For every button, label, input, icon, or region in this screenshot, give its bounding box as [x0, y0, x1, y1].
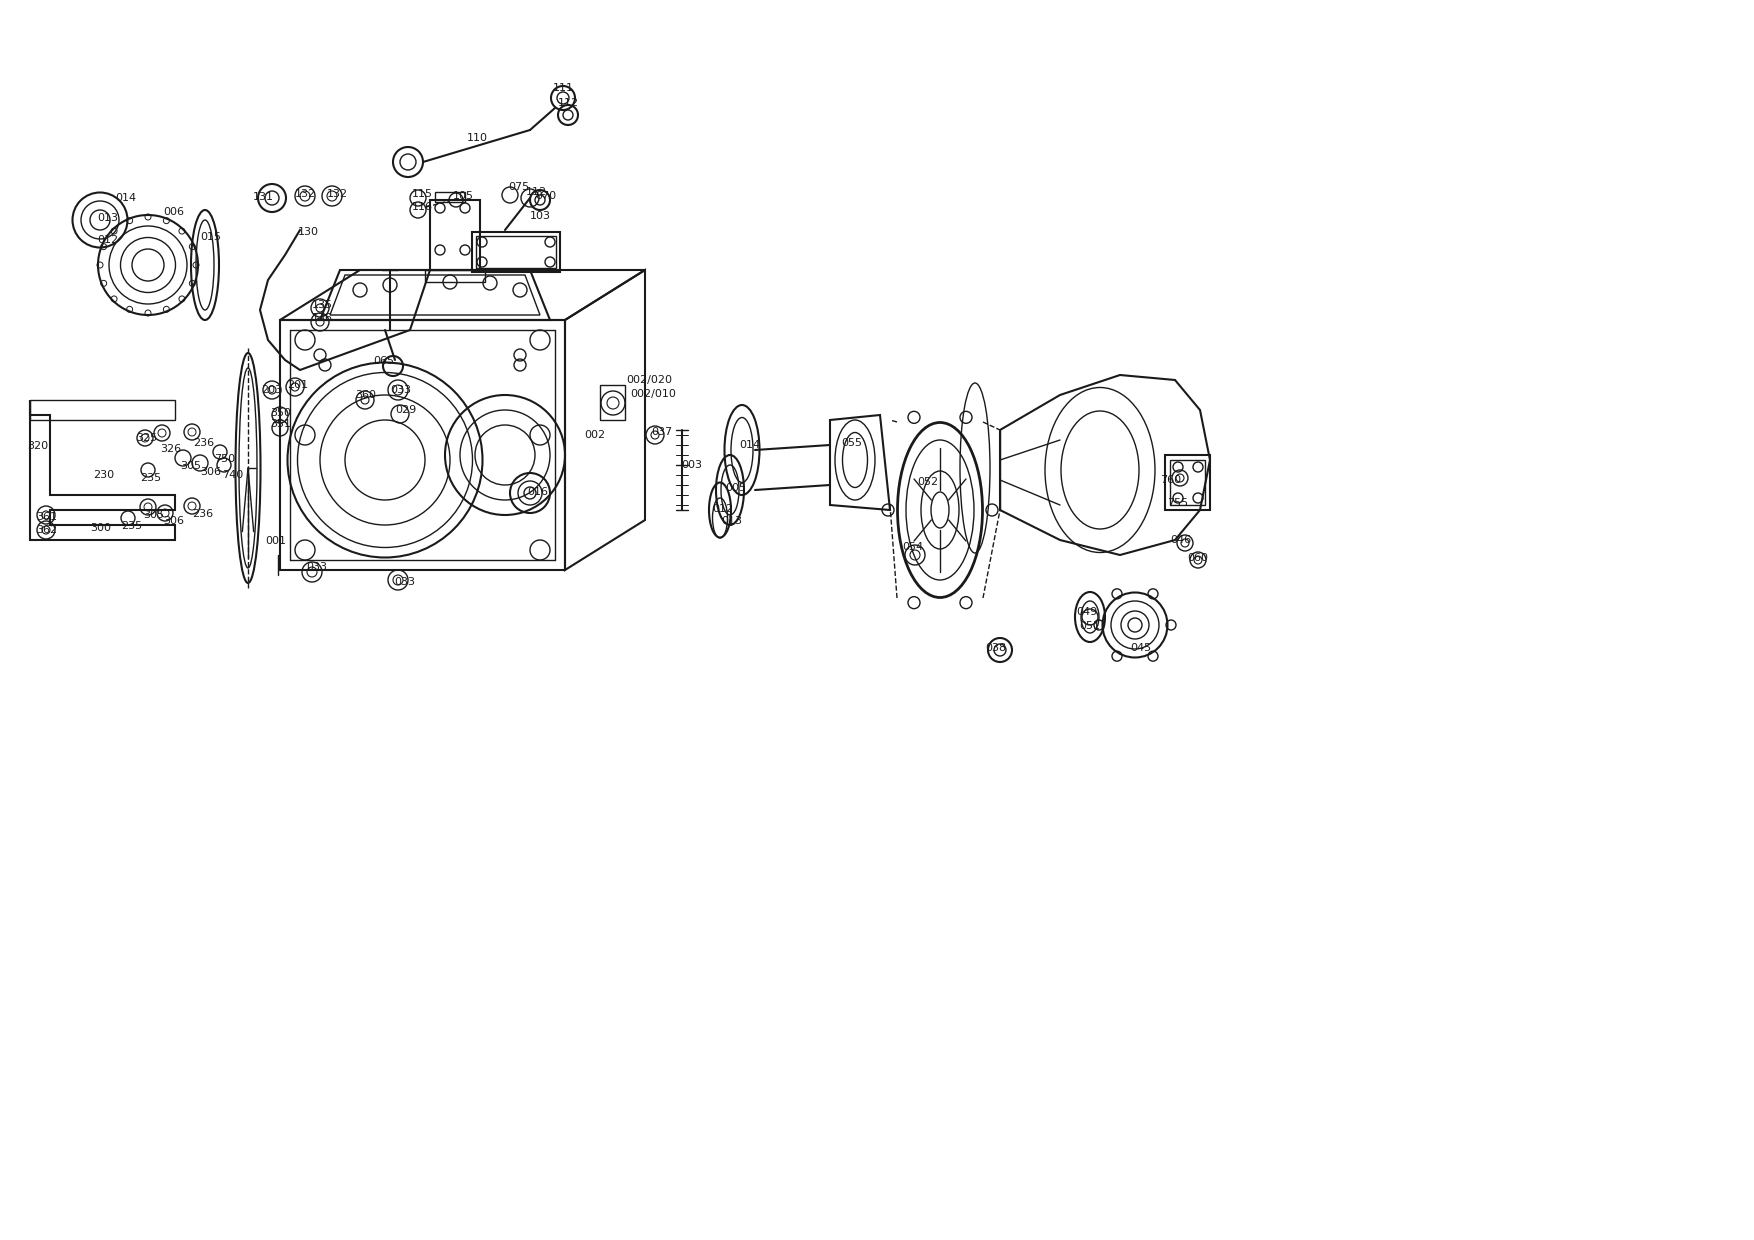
Text: 750: 750: [214, 454, 235, 464]
Text: 045: 045: [1130, 644, 1151, 653]
Text: 116: 116: [412, 202, 433, 212]
Text: 001: 001: [265, 536, 286, 546]
Text: 060: 060: [1187, 553, 1209, 563]
Text: 320: 320: [26, 441, 47, 451]
Text: 230: 230: [93, 470, 114, 480]
Text: 002/020: 002/020: [626, 374, 672, 384]
Text: 038: 038: [986, 644, 1007, 653]
Text: 362: 362: [37, 525, 58, 534]
Text: 065: 065: [374, 356, 395, 366]
Text: 300: 300: [89, 523, 111, 533]
Text: 013: 013: [721, 516, 742, 526]
Text: 361: 361: [37, 512, 56, 522]
Text: 005: 005: [724, 484, 745, 494]
Text: 012: 012: [96, 236, 118, 246]
Text: 760: 760: [1159, 475, 1180, 485]
Text: 014: 014: [116, 193, 137, 203]
Text: 055: 055: [840, 438, 861, 448]
Text: 325: 325: [137, 433, 158, 443]
Text: 033: 033: [305, 562, 326, 572]
Text: 112: 112: [526, 187, 547, 197]
Text: 235: 235: [140, 472, 161, 484]
Text: 135: 135: [312, 300, 333, 310]
Text: 360: 360: [354, 391, 375, 401]
Text: 002: 002: [584, 430, 605, 440]
Text: 132: 132: [295, 188, 316, 198]
Text: 052: 052: [917, 477, 938, 487]
Bar: [435, 192, 465, 202]
Text: 002/010: 002/010: [630, 389, 675, 399]
Text: 006: 006: [163, 207, 184, 217]
Text: 037: 037: [651, 427, 672, 436]
Text: 131: 131: [253, 192, 274, 202]
Text: 235: 235: [121, 521, 142, 531]
Bar: [424, 270, 486, 281]
Text: 110: 110: [467, 133, 488, 143]
Bar: [430, 200, 481, 270]
Text: 013: 013: [96, 213, 118, 223]
Text: 201: 201: [288, 379, 309, 391]
Text: 103: 103: [530, 211, 551, 221]
Text: 236: 236: [193, 438, 214, 448]
Text: 740: 740: [223, 470, 244, 480]
Text: 305: 305: [181, 461, 202, 471]
Text: 003: 003: [681, 460, 702, 470]
Text: 049: 049: [1075, 608, 1098, 618]
Text: 236: 236: [191, 508, 214, 520]
Text: 306: 306: [200, 467, 221, 477]
Text: 112: 112: [558, 98, 579, 108]
Text: 016: 016: [526, 487, 547, 497]
Text: 136: 136: [312, 312, 333, 322]
Text: 070: 070: [535, 191, 556, 201]
Text: 130: 130: [298, 227, 319, 237]
Text: 075: 075: [509, 182, 530, 192]
Text: 014: 014: [738, 440, 759, 450]
Text: 012: 012: [712, 503, 733, 515]
Text: 115: 115: [412, 188, 433, 198]
Text: 033: 033: [389, 384, 410, 396]
Text: 305: 305: [144, 510, 165, 520]
Text: 105: 105: [453, 191, 474, 201]
Text: 755: 755: [1166, 498, 1187, 508]
Text: 033: 033: [395, 577, 416, 587]
Text: 051: 051: [1079, 621, 1100, 631]
Text: 029: 029: [395, 405, 416, 415]
Text: 111: 111: [553, 83, 574, 93]
Text: 203: 203: [261, 384, 282, 396]
Text: 132: 132: [326, 188, 347, 198]
Text: 015: 015: [200, 232, 221, 242]
Text: 046: 046: [1170, 534, 1191, 546]
Text: 306: 306: [163, 516, 184, 526]
Text: 326: 326: [160, 444, 181, 454]
Text: 350: 350: [270, 408, 291, 418]
Text: 351: 351: [270, 419, 291, 429]
Text: 054: 054: [902, 542, 923, 552]
